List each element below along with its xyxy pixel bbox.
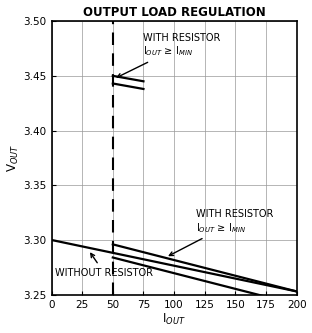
Text: WITH RESISTOR
I$_{OUT}$ ≥ I$_{MIN}$: WITH RESISTOR I$_{OUT}$ ≥ I$_{MIN}$ bbox=[117, 33, 221, 77]
X-axis label: I$_{OUT}$: I$_{OUT}$ bbox=[162, 312, 186, 327]
Text: WITHOUT RESISTOR: WITHOUT RESISTOR bbox=[55, 253, 153, 278]
Title: OUTPUT LOAD REGULATION: OUTPUT LOAD REGULATION bbox=[83, 6, 266, 19]
Text: WITH RESISTOR
I$_{OUT}$ ≥ I$_{MIN}$: WITH RESISTOR I$_{OUT}$ ≥ I$_{MIN}$ bbox=[169, 209, 274, 255]
Y-axis label: V$_{OUT}$: V$_{OUT}$ bbox=[6, 144, 21, 172]
